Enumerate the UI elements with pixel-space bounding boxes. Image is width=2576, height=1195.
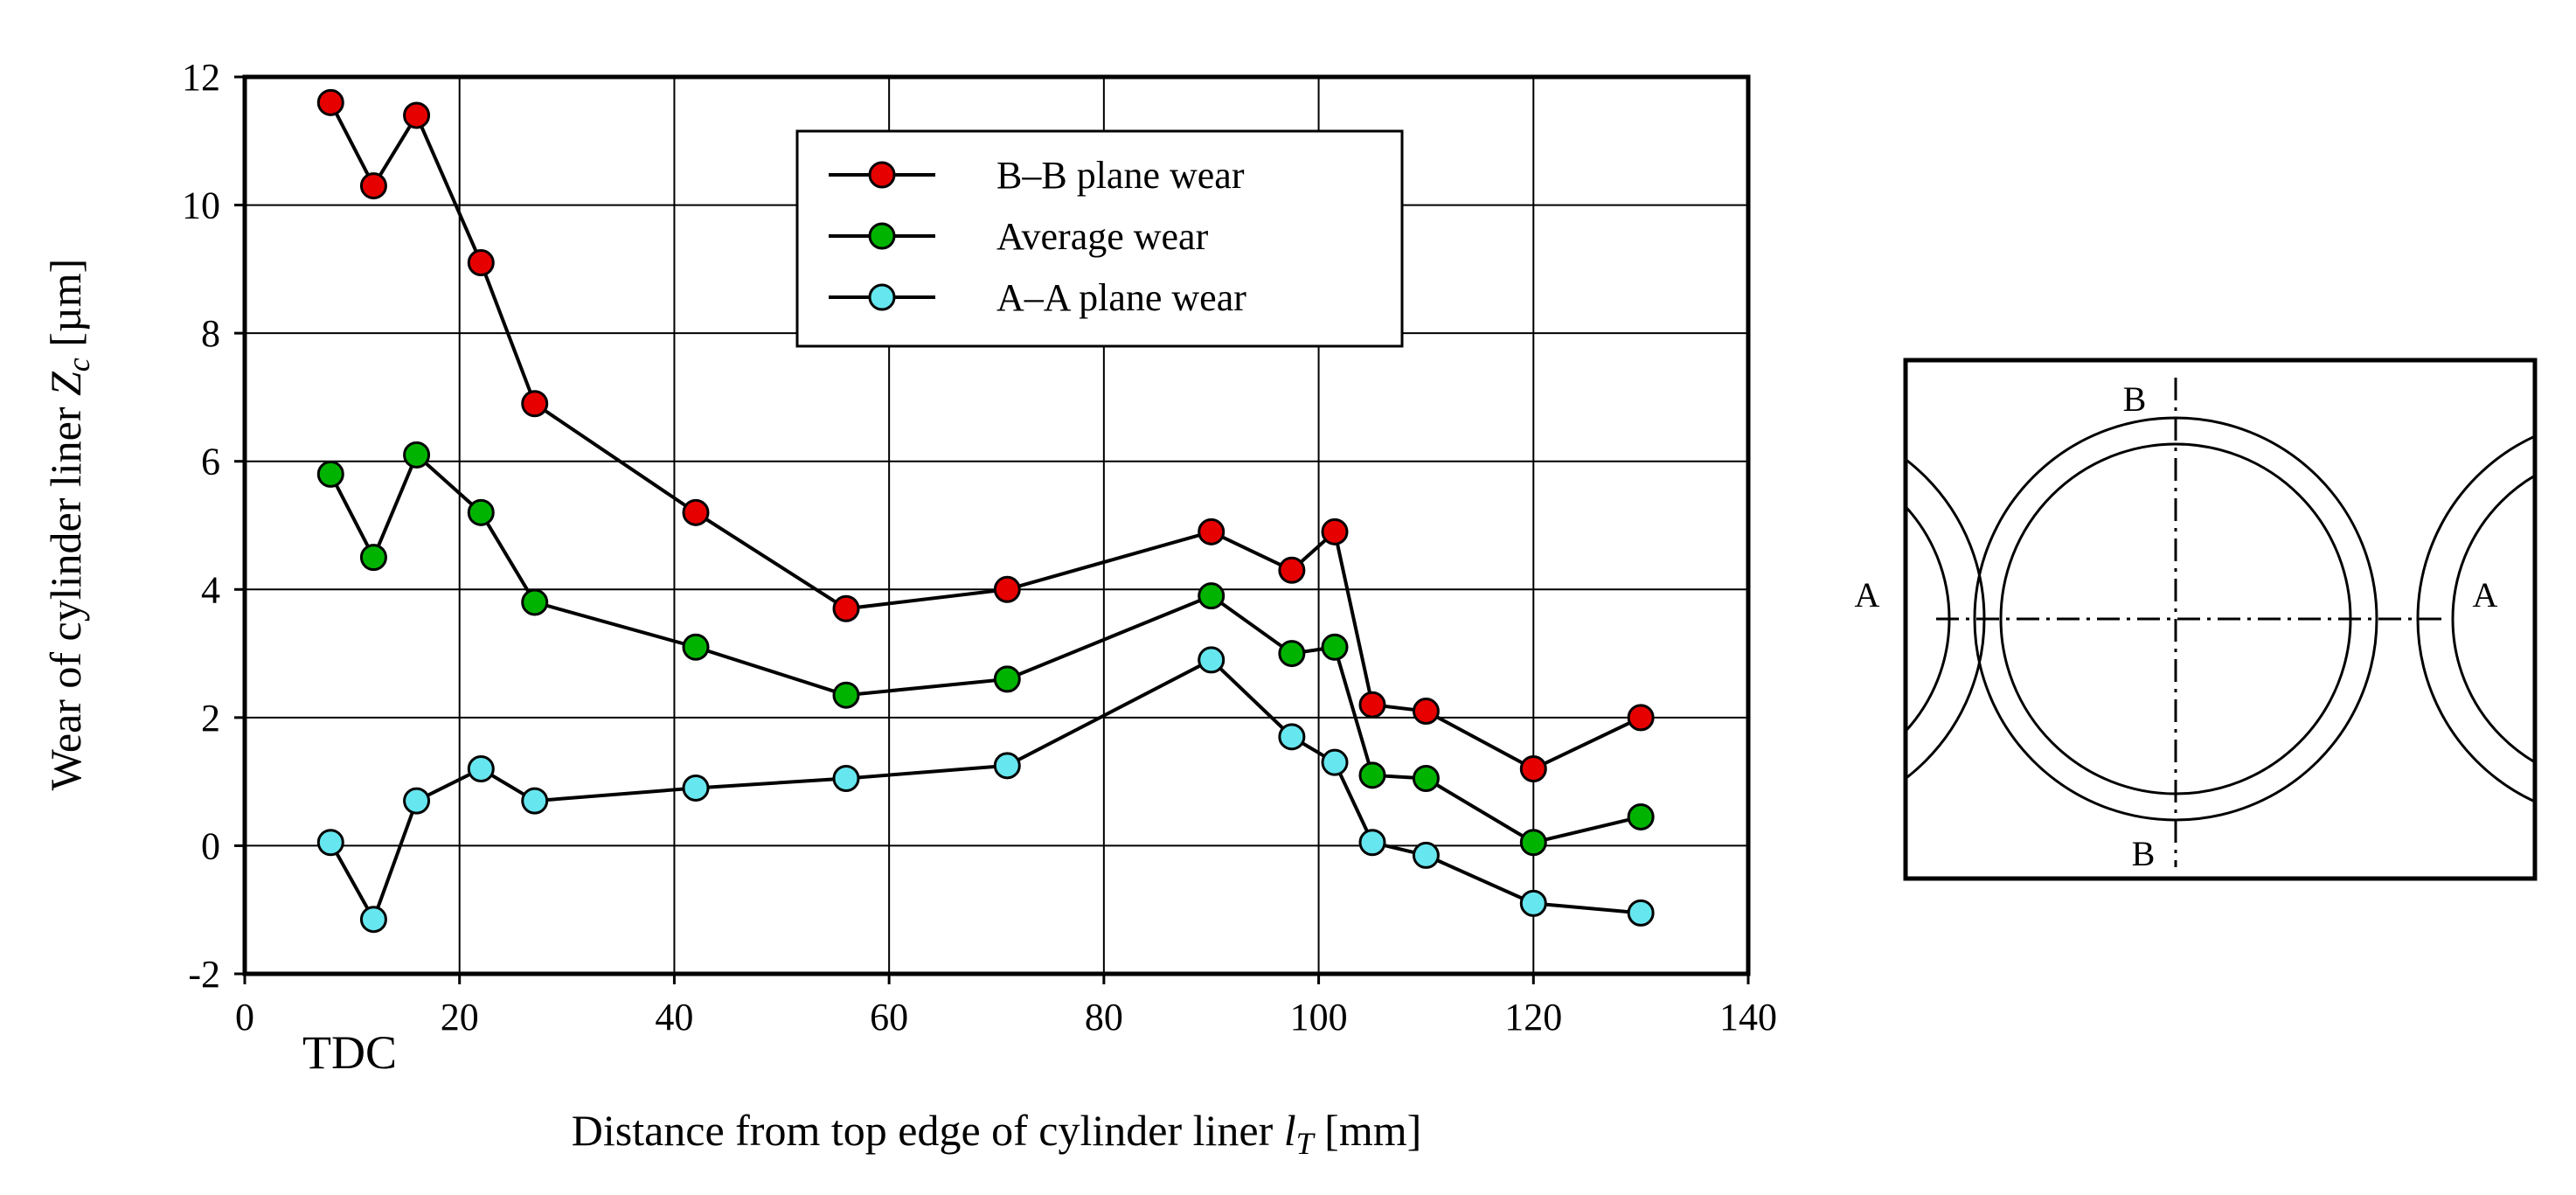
axis-ticks: 0 20 40 60 80 100 120 140 -2 0 2 4 6 8 10 12 [182, 56, 1777, 1039]
legend-label: B–B plane wear [996, 154, 1245, 197]
plane-a-label-left: A [1855, 575, 1880, 615]
data-point [1278, 556, 1306, 584]
series-layer [316, 88, 1655, 934]
legend-label: A–A plane wear [996, 276, 1246, 319]
series-2 [316, 646, 1655, 934]
plane-b-label-top: B [2123, 379, 2147, 419]
y-tick-label: -2 [188, 953, 220, 996]
data-point [1321, 518, 1349, 545]
y-tick-label: 8 [201, 312, 220, 355]
x-tick-label: 20 [441, 996, 479, 1039]
legend-marker [868, 283, 896, 311]
legend: B–B plane wear Average wear A–A plane wear [795, 129, 1404, 348]
data-point [403, 787, 431, 815]
data-point [832, 681, 860, 709]
data-point [1321, 748, 1349, 776]
diagram-frame [1903, 358, 2538, 881]
x-axis-title: Distance from top edge of cylinder liner… [572, 1106, 1422, 1161]
legend-box [795, 129, 1404, 348]
left-neighbor-cylinder-outer [1906, 457, 1986, 781]
data-point [1519, 754, 1547, 782]
data-point [993, 575, 1021, 603]
data-point [682, 633, 710, 661]
x-tick-label: 120 [1504, 996, 1562, 1039]
data-point [521, 787, 549, 815]
y-tick-label: 10 [182, 184, 220, 227]
data-point [1412, 698, 1440, 726]
data-point [521, 588, 549, 616]
data-point [832, 594, 860, 622]
x-tick-label: 0 [235, 996, 254, 1039]
data-point [1198, 518, 1226, 545]
data-point [682, 498, 710, 526]
data-point [993, 752, 1021, 780]
data-point [1278, 640, 1306, 668]
plane-b-label-bottom: B [2132, 834, 2156, 873]
data-point [1321, 633, 1349, 661]
data-point [316, 829, 344, 857]
data-point [1627, 704, 1655, 732]
data-point [467, 754, 495, 782]
data-point [1519, 889, 1547, 917]
data-point [1412, 841, 1440, 869]
data-point [467, 249, 495, 277]
x-tick-label: 40 [655, 996, 693, 1039]
y-tick-label: 6 [201, 441, 220, 483]
y-tick-label: 0 [201, 824, 220, 867]
chart: 0 20 40 60 80 100 120 140 -2 0 2 4 6 8 10 12 TDC Distan… [41, 56, 1777, 1161]
legend-item: A–A plane wear [829, 276, 1246, 319]
legend-marker [868, 222, 896, 250]
data-point [316, 460, 344, 488]
x-tick-label: 60 [870, 996, 908, 1039]
data-point [1358, 761, 1386, 789]
data-point [832, 764, 860, 792]
series-1 [316, 441, 1655, 857]
legend-item: Average wear [829, 215, 1209, 258]
data-point [359, 172, 387, 200]
data-point [1198, 646, 1226, 674]
right-neighbor-cylinder-inner [2451, 474, 2535, 764]
legend-item: B–B plane wear [829, 154, 1245, 197]
left-neighbor-cylinder-inner [1906, 504, 1951, 733]
y-tick-label: 4 [201, 568, 220, 611]
data-point [1198, 582, 1226, 610]
right-neighbor-cylinder-outer [2416, 434, 2535, 803]
tdc-annotation: TDC [302, 1026, 397, 1079]
data-point [1358, 691, 1386, 719]
series-line [329, 452, 1642, 844]
y-axis-title: Wear of cylinder liner Zc [µm] [41, 259, 96, 791]
y-tick-label: 2 [201, 697, 220, 740]
data-point [521, 390, 549, 418]
legend-label: Average wear [996, 215, 1209, 258]
x-tick-label: 140 [1719, 996, 1777, 1039]
data-point [1519, 829, 1547, 857]
data-point [403, 441, 431, 469]
data-point [1358, 829, 1386, 857]
data-point [403, 101, 431, 129]
data-point [359, 906, 387, 934]
data-point [1627, 899, 1655, 927]
data-point [993, 665, 1021, 693]
data-point [1412, 764, 1440, 792]
cylinder-diagram: A A B B [1855, 358, 2538, 881]
series-0 [316, 88, 1655, 782]
data-point [316, 88, 344, 116]
plane-a-label-right: A [2473, 575, 2498, 615]
data-point [1627, 802, 1655, 830]
data-point [1278, 723, 1306, 751]
y-tick-label: 12 [182, 56, 220, 99]
x-tick-label: 80 [1085, 996, 1123, 1039]
data-point [682, 774, 710, 802]
legend-marker [868, 161, 896, 189]
data-point [467, 498, 495, 526]
data-point [359, 544, 387, 572]
plot-frame [242, 74, 1751, 976]
x-tick-label: 100 [1290, 996, 1348, 1039]
